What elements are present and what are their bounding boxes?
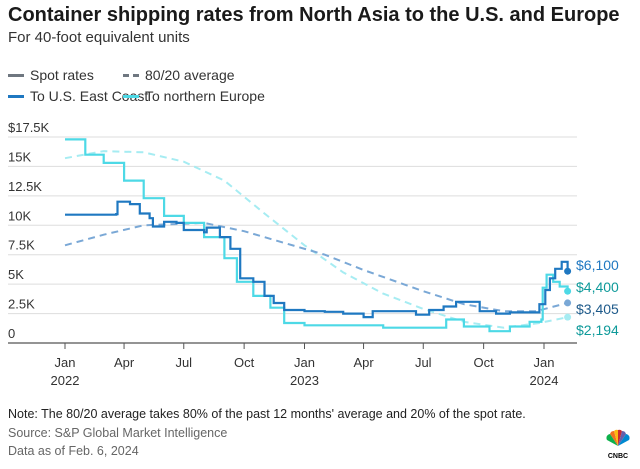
legend-avg-label: 80/20 average: [145, 67, 235, 83]
y-tick-label: $17.5K: [8, 120, 50, 135]
legend-us-label: To U.S. East Coast: [30, 88, 149, 104]
series-end-dot-0: [564, 267, 572, 275]
data-date: Data as of Feb. 6, 2024: [8, 444, 139, 458]
series-end-dot-2: [564, 299, 572, 307]
end-label-0: $6,100: [576, 257, 619, 273]
legend-eu-label: To northern Europe: [145, 88, 265, 104]
y-tick-label: 10K: [8, 208, 31, 223]
x-tick-label: Jan: [55, 355, 76, 370]
x-year-label: 2023: [290, 373, 319, 388]
y-tick-label: 2.5K: [8, 297, 35, 312]
chart-svg: 0 2.5K 5K 7.5K 10K 12.5K 15K $17.5K Jan 2022 Apr Ju…: [8, 120, 619, 388]
y-tick-label: 7.5K: [8, 238, 35, 253]
source: Source: S&P Global Market Intelligence: [8, 426, 228, 440]
x-tick-label: Apr: [353, 355, 374, 370]
x-tick-label: Oct: [474, 355, 495, 370]
series-line-1: [65, 138, 569, 333]
x-tick-label: Oct: [234, 355, 255, 370]
series-end-dot-1: [564, 287, 572, 295]
y-tick-label: 15K: [8, 149, 31, 164]
chart-subtitle: For 40-foot equivalent units: [8, 29, 190, 46]
end-label-3: $2,194: [576, 322, 619, 338]
series-line-2: [64, 221, 568, 313]
note: Note: The 80/20 average takes 80% of the…: [8, 407, 526, 421]
x-tick-label: Jul: [175, 355, 192, 370]
x-tick-label: Jul: [415, 355, 432, 370]
legend-spot: Spot rates: [8, 67, 94, 83]
legend-us: To U.S. East Coast: [8, 88, 148, 104]
x-tick-label: Apr: [114, 355, 135, 370]
x-year-label: 2022: [51, 373, 80, 388]
cnbc-logo: CNBC: [604, 428, 632, 462]
x-year-label: 2024: [530, 373, 559, 388]
legend-spot-label: Spot rates: [30, 67, 94, 83]
y-tick-label: 0: [8, 326, 15, 341]
end-label-2: $3,405: [576, 301, 619, 317]
x-tick-label: Jan: [534, 355, 555, 370]
series-line-3: [64, 150, 568, 329]
chart-title: Container shipping rates from North Asia…: [8, 4, 620, 26]
series-end-dot-3: [564, 313, 572, 321]
end-label-1: $4,400: [576, 279, 619, 295]
series-line-0: [65, 200, 569, 319]
x-tick-label: Jan: [294, 355, 315, 370]
y-tick-label: 12.5K: [8, 179, 42, 194]
legend-avg: 80/20 average: [123, 67, 235, 83]
svg-text:CNBC: CNBC: [608, 453, 628, 460]
y-tick-label: 5K: [8, 267, 24, 282]
legend-eu: To northern Europe: [123, 88, 265, 104]
